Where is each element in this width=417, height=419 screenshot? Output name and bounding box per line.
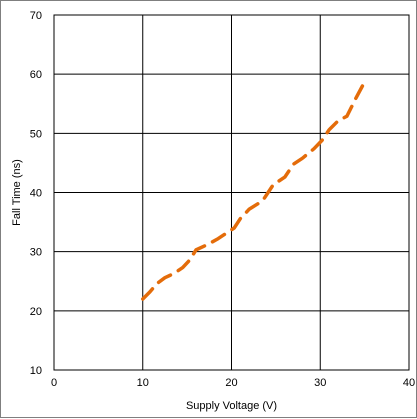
y-tick-label-40: 40 — [30, 188, 42, 200]
y-tick-label-60: 60 — [30, 69, 42, 81]
x-tick-label-0: 0 — [51, 377, 57, 389]
x-tick-label-40: 40 — [403, 377, 415, 389]
y-tick-label-70: 70 — [30, 10, 42, 22]
y-tick-label-30: 30 — [30, 247, 42, 259]
x-tick-label-10: 10 — [137, 377, 149, 389]
series-layer — [141, 80, 367, 301]
x-tick-label-30: 30 — [314, 377, 326, 389]
y-tick-label-20: 20 — [30, 306, 42, 318]
y-axis-label: Fall Time (ns) — [11, 159, 23, 226]
x-axis-label: Supply Voltage (V) — [186, 400, 277, 412]
x-tick-label-20: 20 — [225, 377, 237, 389]
series-line-0 — [141, 80, 367, 301]
x-tick-labels: 0 10 20 30 40 — [51, 377, 415, 389]
plot-area-border — [53, 14, 410, 371]
y-tick-label-10: 10 — [30, 365, 42, 377]
y-tick-labels: 10 20 30 40 50 60 70 — [30, 10, 42, 377]
grid-lines — [53, 14, 410, 371]
y-tick-label-50: 50 — [30, 128, 42, 140]
